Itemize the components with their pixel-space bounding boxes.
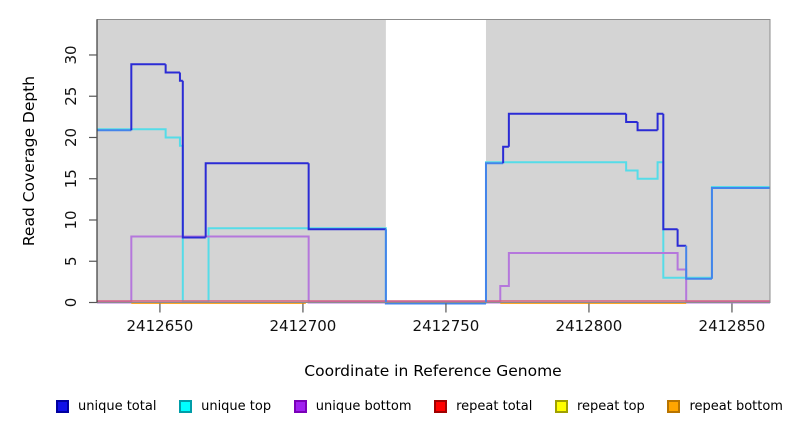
legend-item-unique-top: unique top <box>179 399 271 414</box>
series-unique-total-segment <box>164 64 180 74</box>
y-tick-label: 30 <box>62 45 80 64</box>
series-unique-total-segment <box>507 112 627 147</box>
chart-legend: unique total unique top unique bottom repea… <box>56 399 783 414</box>
legend-swatch-unique-bottom <box>293 400 307 413</box>
legend-label: repeat total <box>456 399 533 414</box>
legend-item-repeat-bottom: repeat bottom <box>667 399 783 414</box>
series-unique-total-segment <box>484 162 504 304</box>
series-unique-bottom-line <box>97 235 770 304</box>
y-tick-label: 15 <box>62 169 80 188</box>
legend-item-unique-total: unique total <box>56 399 156 414</box>
legend-label: repeat bottom <box>689 399 783 414</box>
legend-label: unique total <box>78 399 157 414</box>
legend-swatch-unique-total <box>56 400 69 413</box>
x-tick-label: 2412750 <box>413 317 480 335</box>
x-axis-title: Coordinate in Reference Genome <box>304 362 562 380</box>
legend-swatch-unique-top <box>179 400 193 413</box>
series-unique-total-segment <box>130 63 166 131</box>
x-tick-label: 2412650 <box>127 317 194 335</box>
series-unique-total-segment <box>181 80 206 239</box>
legend-label: unique top <box>201 399 272 414</box>
legend-swatch-repeat-total <box>434 400 448 413</box>
series-unique-total-segment <box>307 163 386 231</box>
x-tick-label: 2412800 <box>556 317 623 335</box>
series-unique-total-segment <box>178 72 183 82</box>
series-unique-total-segment <box>656 112 664 131</box>
y-tick-label: 5 <box>62 256 80 266</box>
legend-item-unique-bottom: unique bottom <box>293 399 412 414</box>
legend-item-repeat-top: repeat top <box>555 399 645 414</box>
y-tick-label: 10 <box>62 210 80 229</box>
x-tick-label: 2412700 <box>270 317 337 335</box>
y-tick-label: 25 <box>62 87 80 106</box>
legend-label: repeat top <box>577 399 645 414</box>
y-axis-title: Read Coverage Depth <box>20 75 38 247</box>
series-unique-total-segment <box>676 229 687 247</box>
series-unique-total-segment <box>662 113 678 231</box>
series-unique-total-segment <box>685 245 712 280</box>
y-tick-label: 0 <box>62 298 80 308</box>
y-tick-label: 20 <box>62 128 80 147</box>
legend-swatch-repeat-bottom <box>667 400 681 413</box>
series-unique-total-segment <box>502 145 509 164</box>
legend-item-repeat-total: repeat total <box>434 399 532 414</box>
series-unique-total-segment <box>204 162 309 238</box>
series-unique-total-segment <box>710 186 770 279</box>
coverage-gap-band <box>385 19 486 303</box>
legend-label: unique bottom <box>315 399 412 414</box>
series-unique-total-segment <box>625 113 638 123</box>
x-tick-label: 2412850 <box>699 317 766 335</box>
legend-swatch-repeat-top <box>555 400 568 413</box>
series-unique-total-segment <box>384 229 486 305</box>
series-unique-total-segment <box>636 121 658 132</box>
